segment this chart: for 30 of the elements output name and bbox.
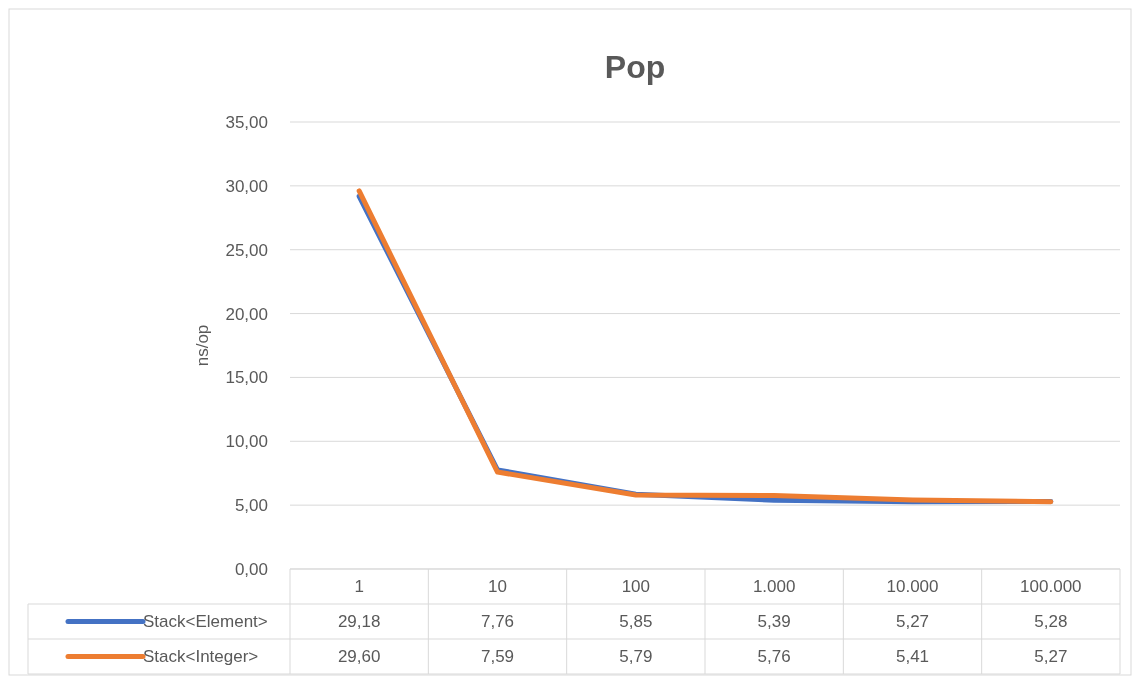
y-axis-title: ns/op [193, 324, 212, 367]
chart-title: Pop [604, 49, 666, 85]
data-label: 5,39 [757, 612, 791, 632]
y-tick-label: 5,00 [234, 496, 268, 516]
y-tick-label: 15,00 [225, 368, 268, 388]
data-label: 5,79 [619, 647, 653, 667]
x-tick-label: 10.000 [886, 577, 939, 597]
legend-label: Stack<Integer> [143, 647, 259, 667]
data-label: 7,59 [480, 647, 515, 667]
y-tick-label: 35,00 [225, 112, 268, 132]
y-tick-label: 10,00 [225, 432, 268, 452]
data-label: 5,41 [895, 647, 930, 667]
data-label: 29,18 [337, 612, 381, 632]
data-label: 29,60 [337, 647, 381, 667]
legend-label: Stack<Element> [143, 612, 268, 632]
data-label: 5,76 [757, 647, 791, 667]
y-tick-label: 25,00 [225, 240, 268, 260]
data-label: 7,76 [480, 612, 515, 632]
x-tick-label: 1 [354, 577, 364, 597]
y-tick-label: 0,00 [234, 559, 268, 579]
data-label: 5,27 [895, 612, 930, 632]
data-label: 5,27 [1034, 647, 1068, 667]
x-tick-label: 10 [488, 577, 507, 597]
x-tick-label: 100.000 [1020, 577, 1082, 597]
y-tick-label: 30,00 [225, 176, 268, 196]
y-tick-label: 20,00 [225, 304, 268, 324]
data-label: 5,28 [1034, 612, 1068, 632]
x-tick-label: 1.000 [752, 577, 796, 597]
x-tick-label: 100 [621, 577, 651, 597]
data-label: 5,85 [619, 612, 653, 632]
